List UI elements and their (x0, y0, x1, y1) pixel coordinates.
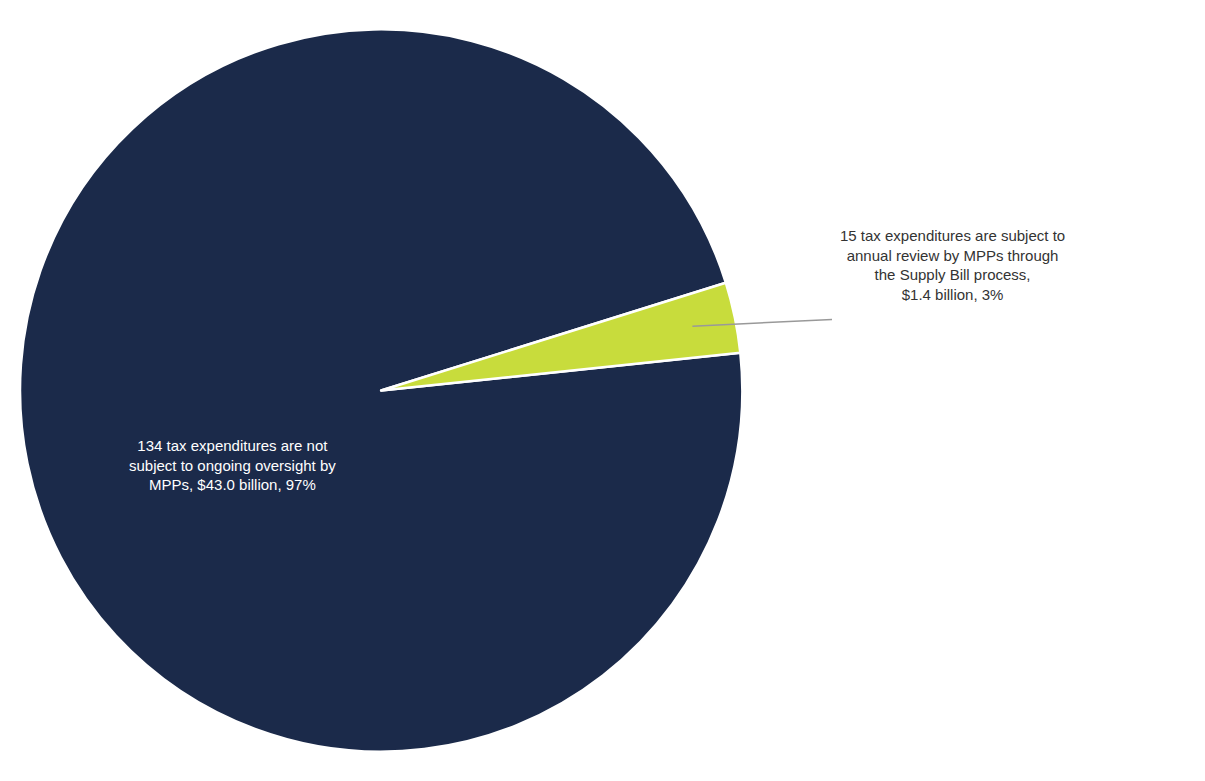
svg-text:134 tax expenditures are notsu: 134 tax expenditures are notsubject to o… (129, 437, 336, 493)
svg-text:15 tax expenditures are subjec: 15 tax expenditures are subject toannual… (840, 227, 1065, 303)
